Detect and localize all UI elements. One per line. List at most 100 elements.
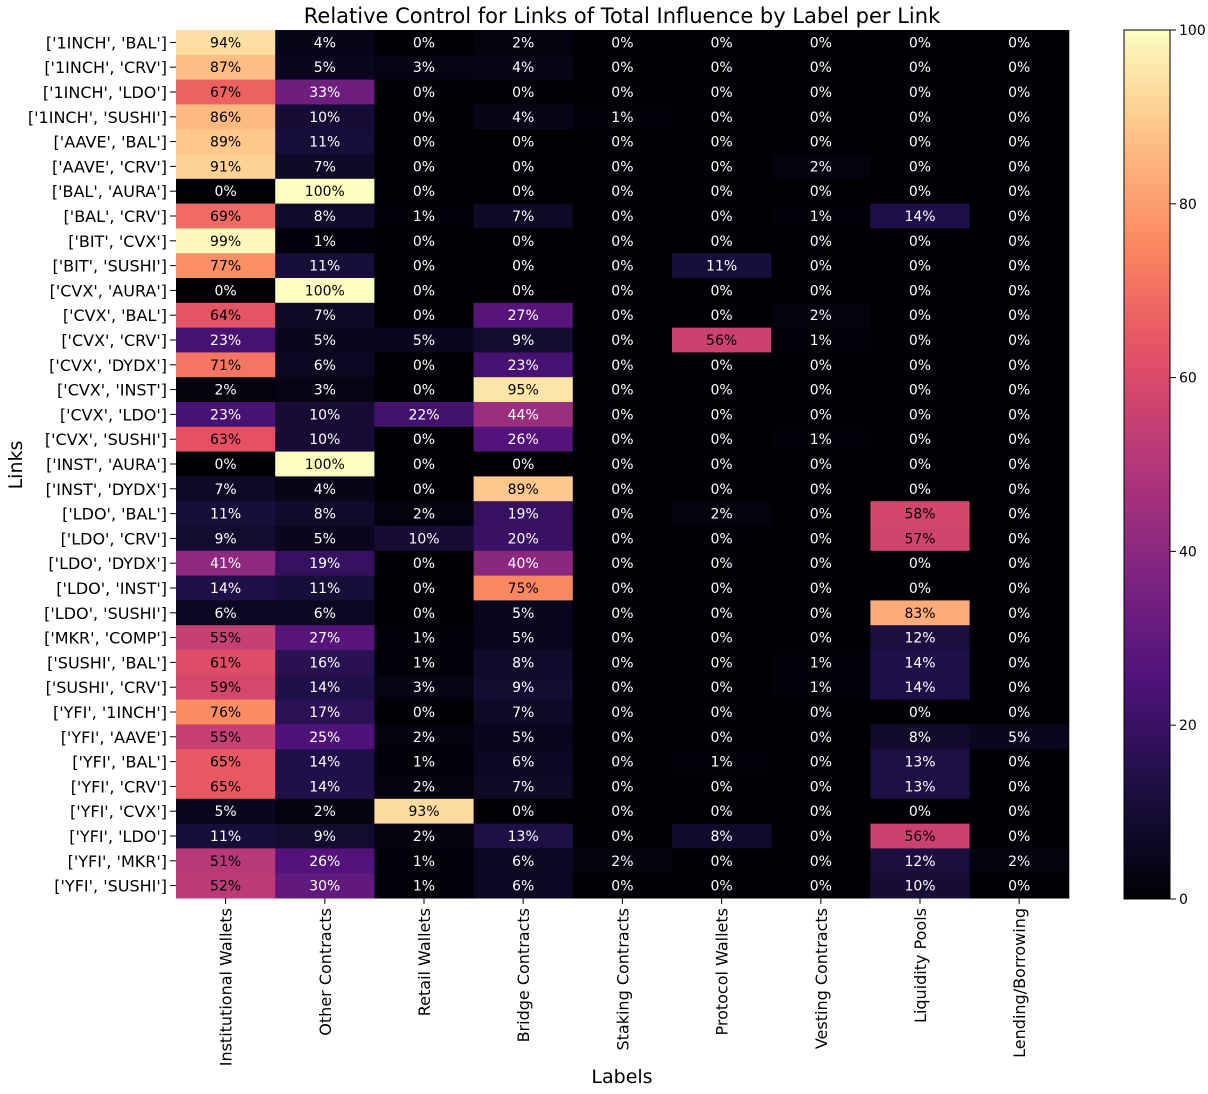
cell-value-label: 0% xyxy=(810,234,832,250)
cell-value-label: 1% xyxy=(413,631,435,647)
heatmap-cell xyxy=(275,526,375,552)
cell-value-label: 1% xyxy=(810,209,832,225)
heatmap-cell xyxy=(572,352,673,378)
heatmap-cell xyxy=(275,476,375,502)
heatmap-cell xyxy=(870,253,971,279)
cell-value-label: 0% xyxy=(909,35,931,51)
cell-value-label: 0% xyxy=(611,631,633,647)
cell-value-label: 0% xyxy=(611,804,633,820)
cell-value-label: 14% xyxy=(904,680,935,696)
cell-value-label: 0% xyxy=(611,85,633,101)
cell-value-label: 0% xyxy=(810,110,832,126)
y-axis-label: Links xyxy=(5,441,27,490)
heatmap-cell xyxy=(969,823,1070,849)
cell-value-label: 0% xyxy=(413,383,435,399)
heatmap-cell xyxy=(374,575,475,601)
heatmap-cell xyxy=(473,749,574,775)
cell-value-label: 0% xyxy=(810,854,832,870)
cell-value-label: 0% xyxy=(1008,35,1030,51)
cell-value-label: 0% xyxy=(810,507,832,523)
heatmap-cell xyxy=(572,749,673,775)
colorbar-tick-label: 20 xyxy=(1179,718,1197,734)
heatmap-cell xyxy=(771,848,871,874)
cell-value-label: 0% xyxy=(909,159,931,175)
heatmap-cell xyxy=(473,575,574,601)
heatmap-cell xyxy=(374,178,475,205)
heatmap-cell xyxy=(572,650,673,676)
cell-value-label: 0% xyxy=(810,879,832,895)
heatmap-cell xyxy=(275,104,375,130)
cell-value-label: 13% xyxy=(508,829,539,845)
heatmap-cell xyxy=(374,848,475,874)
heatmap-cell xyxy=(275,625,375,651)
cell-value-label: 0% xyxy=(1008,606,1030,622)
cell-value-label: 0% xyxy=(710,705,732,721)
cell-value-label: 0% xyxy=(810,358,832,374)
cell-value-label: 0% xyxy=(909,135,931,151)
heatmap-cell xyxy=(672,278,772,304)
cell-value-label: 2% xyxy=(314,804,336,820)
heatmap-cell xyxy=(572,154,673,180)
heatmap-cell xyxy=(969,104,1070,130)
heatmap-cell xyxy=(374,30,475,56)
heatmap-cell xyxy=(473,228,574,254)
heatmap-cell xyxy=(672,650,772,676)
cell-value-label: 3% xyxy=(413,60,435,76)
cell-value-label: 13% xyxy=(904,779,935,795)
cell-value-label: 0% xyxy=(710,779,732,795)
row-label: ['YFI', 'CRV'] xyxy=(71,777,167,796)
heatmap-cell xyxy=(969,228,1070,254)
heatmap-cell xyxy=(473,451,574,477)
heatmap-cell xyxy=(771,178,871,205)
heatmap-cell xyxy=(969,526,1070,552)
heatmap-cell xyxy=(473,724,574,750)
heatmap-cell xyxy=(672,402,772,428)
colorbar-tick-label: 80 xyxy=(1179,197,1197,213)
cell-value-label: 13% xyxy=(904,755,935,771)
cell-value-label: 1% xyxy=(413,879,435,895)
cell-value-label: 7% xyxy=(512,209,534,225)
row-label: ['INST', 'DYDX'] xyxy=(46,480,167,499)
heatmap-cell xyxy=(473,278,574,304)
cell-value-label: 14% xyxy=(904,655,935,671)
cell-value-label: 0% xyxy=(710,110,732,126)
heatmap-cell xyxy=(870,774,971,800)
cell-value-label: 0% xyxy=(413,234,435,250)
cell-value-label: 8% xyxy=(710,829,732,845)
heatmap-cell xyxy=(969,600,1070,626)
heatmap-cell xyxy=(672,625,772,651)
cell-value-label: 30% xyxy=(309,879,340,895)
heatmap-cell xyxy=(969,154,1070,180)
heatmap-cell xyxy=(870,526,971,552)
heatmap-cell xyxy=(374,154,475,180)
heatmap-cell xyxy=(176,104,276,130)
heatmap-cell xyxy=(672,575,772,601)
heatmap-cell xyxy=(374,426,475,453)
cell-value-label: 7% xyxy=(512,779,534,795)
cell-value-label: 65% xyxy=(210,755,241,771)
cell-value-label: 0% xyxy=(413,283,435,299)
cell-value-label: 0% xyxy=(1008,432,1030,448)
heatmap-cell xyxy=(374,302,475,329)
cell-value-label: 0% xyxy=(512,259,534,275)
column-label: Institutional Wallets xyxy=(217,908,236,1066)
cell-value-label: 40% xyxy=(508,556,539,572)
row-label: ['SUSHI', 'BAL'] xyxy=(47,653,167,672)
cell-value-label: 0% xyxy=(810,556,832,572)
cell-value-label: 86% xyxy=(210,110,241,126)
heatmap-cell xyxy=(275,724,375,750)
heatmap-cell xyxy=(969,575,1070,601)
heatmap-cell xyxy=(969,550,1070,577)
heatmap-cell xyxy=(275,402,375,428)
heatmap-cell xyxy=(969,798,1070,825)
cell-value-label: 0% xyxy=(810,755,832,771)
cell-value-label: 0% xyxy=(909,482,931,498)
row-label: ['LDO', 'BAL'] xyxy=(62,505,167,524)
row-label: ['AAVE', 'BAL'] xyxy=(54,133,167,152)
heatmap-cell xyxy=(870,426,971,453)
heatmap-cell xyxy=(572,501,673,527)
cell-value-label: 1% xyxy=(710,755,732,771)
cell-value-label: 11% xyxy=(706,259,737,275)
heatmap-cell xyxy=(572,526,673,552)
